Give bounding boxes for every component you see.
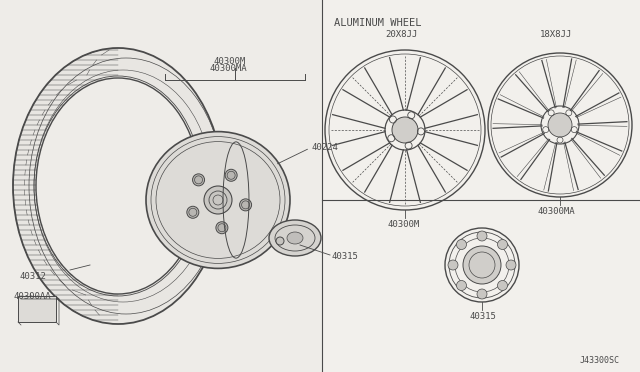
Circle shape: [463, 246, 501, 284]
Circle shape: [477, 231, 487, 241]
Circle shape: [216, 222, 228, 234]
Circle shape: [225, 169, 237, 181]
Circle shape: [497, 280, 508, 291]
Text: 40315: 40315: [470, 312, 497, 321]
Circle shape: [456, 280, 467, 291]
Bar: [322, 0, 640, 372]
Ellipse shape: [269, 220, 321, 256]
Ellipse shape: [36, 78, 200, 294]
Text: 40300M: 40300M: [213, 57, 245, 66]
Text: 40312: 40312: [20, 272, 47, 281]
Ellipse shape: [13, 48, 223, 324]
Circle shape: [548, 113, 572, 137]
Circle shape: [448, 260, 458, 270]
Circle shape: [276, 237, 284, 245]
Text: 40315: 40315: [332, 252, 359, 261]
Text: 40300M: 40300M: [387, 220, 419, 229]
Text: 40300AA: 40300AA: [14, 292, 52, 301]
Text: ALUMINUM WHEEL: ALUMINUM WHEEL: [334, 18, 422, 28]
Ellipse shape: [287, 232, 303, 244]
Text: 20X8JJ: 20X8JJ: [385, 30, 417, 39]
Text: 18X8JJ: 18X8JJ: [540, 30, 572, 39]
Circle shape: [392, 117, 418, 143]
Circle shape: [204, 186, 232, 214]
Circle shape: [497, 240, 508, 250]
Circle shape: [239, 199, 252, 211]
Circle shape: [193, 174, 205, 186]
Text: 40300MA: 40300MA: [209, 64, 246, 73]
Text: J43300SC: J43300SC: [580, 356, 620, 365]
Circle shape: [506, 260, 516, 270]
Circle shape: [456, 240, 467, 250]
Text: 40224: 40224: [311, 143, 338, 152]
Ellipse shape: [146, 132, 290, 269]
Bar: [18, 296, 56, 322]
Circle shape: [477, 289, 487, 299]
Circle shape: [187, 206, 199, 218]
Text: 40300MA: 40300MA: [538, 207, 575, 216]
